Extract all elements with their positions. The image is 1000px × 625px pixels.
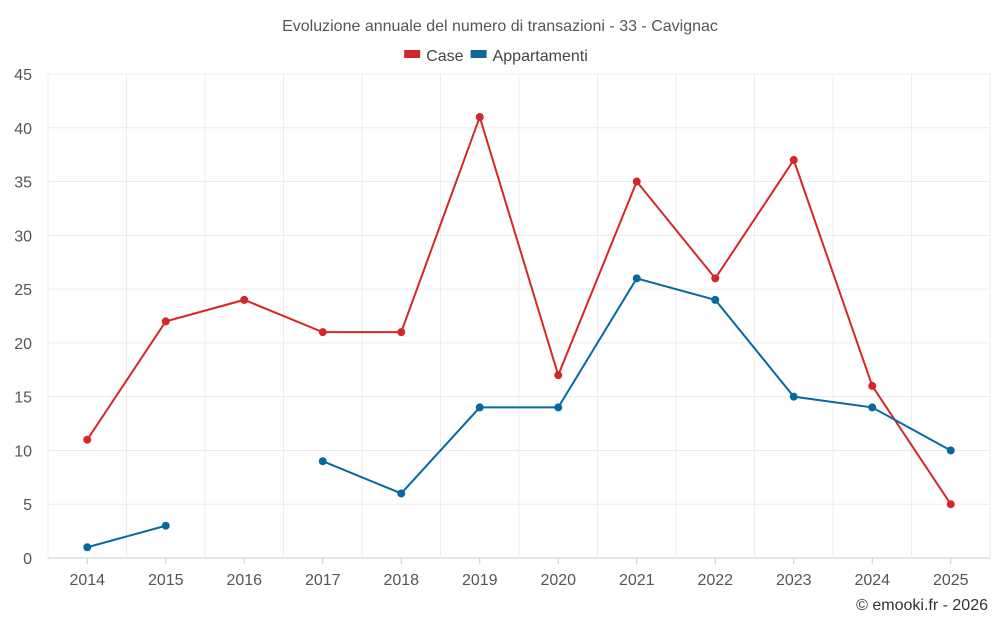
data-point[interactable] xyxy=(161,521,170,530)
y-tick-label: 40 xyxy=(14,121,32,138)
data-point[interactable] xyxy=(554,403,563,412)
data-point[interactable] xyxy=(240,295,249,304)
data-point[interactable] xyxy=(946,446,955,455)
x-tick-label: 2014 xyxy=(69,572,105,589)
x-tick-label: 2021 xyxy=(619,572,655,589)
legend: Case Appartamenti xyxy=(404,48,588,65)
series-line xyxy=(86,113,952,505)
x-tick-label: 2025 xyxy=(933,572,969,589)
legend-label: Appartamenti xyxy=(493,48,588,65)
y-tick-label: 5 xyxy=(23,497,32,514)
data-point[interactable] xyxy=(554,371,563,380)
data-point[interactable] xyxy=(83,543,92,552)
series-appartamenti xyxy=(83,274,955,552)
data-point[interactable] xyxy=(789,156,798,165)
data-point[interactable] xyxy=(632,177,641,186)
legend-item-case[interactable]: Case xyxy=(404,48,464,65)
data-point[interactable] xyxy=(318,457,327,466)
y-tick-label: 20 xyxy=(14,336,32,353)
x-tick-label: 2018 xyxy=(383,572,419,589)
y-tick-label: 0 xyxy=(23,551,32,568)
y-tick-label: 35 xyxy=(14,175,32,192)
data-point[interactable] xyxy=(868,381,877,390)
data-point[interactable] xyxy=(397,328,406,337)
x-tick-label: 2020 xyxy=(540,572,576,589)
x-tick-label: 2015 xyxy=(148,572,184,589)
data-point[interactable] xyxy=(868,403,877,412)
y-tick-label: 30 xyxy=(14,228,32,245)
x-axis: 2014 2015 2016 2017 2018 2019 2020 2021 2022 2023… xyxy=(69,558,969,589)
legend-swatch xyxy=(470,50,487,58)
data-point[interactable] xyxy=(397,489,406,498)
data-point[interactable] xyxy=(161,317,170,326)
data-point[interactable] xyxy=(946,500,955,509)
data-point[interactable] xyxy=(711,295,720,304)
series-line xyxy=(86,524,167,549)
data-point[interactable] xyxy=(789,392,798,401)
data-point[interactable] xyxy=(83,435,92,444)
data-point[interactable] xyxy=(475,113,484,122)
y-tick-label: 25 xyxy=(14,282,32,299)
credit: © emooki.fr - 2026 xyxy=(856,597,988,614)
x-tick-label: 2024 xyxy=(854,572,890,589)
x-tick-label: 2019 xyxy=(462,572,498,589)
data-point[interactable] xyxy=(318,328,327,337)
data-point[interactable] xyxy=(475,403,484,412)
data-point[interactable] xyxy=(632,274,641,283)
x-tick-label: 2016 xyxy=(226,572,262,589)
x-tick-label: 2022 xyxy=(697,572,733,589)
x-tick-label: 2017 xyxy=(305,572,341,589)
x-tick-label: 2023 xyxy=(776,572,812,589)
y-tick-label: 45 xyxy=(14,67,32,84)
y-tick-label: 15 xyxy=(14,390,32,407)
legend-swatch xyxy=(404,50,421,58)
series-line xyxy=(322,277,952,495)
data-point[interactable] xyxy=(711,274,720,283)
legend-item-appartamenti[interactable]: Appartamenti xyxy=(470,48,588,65)
y-tick-label: 10 xyxy=(14,443,32,460)
series-group xyxy=(83,113,955,552)
chart-title: Evoluzione annuale del numero di transaz… xyxy=(282,18,718,35)
y-axis: 0 5 10 15 20 25 30 35 40 45 xyxy=(14,67,32,568)
legend-label: Case xyxy=(426,48,463,65)
series-case xyxy=(83,113,955,509)
